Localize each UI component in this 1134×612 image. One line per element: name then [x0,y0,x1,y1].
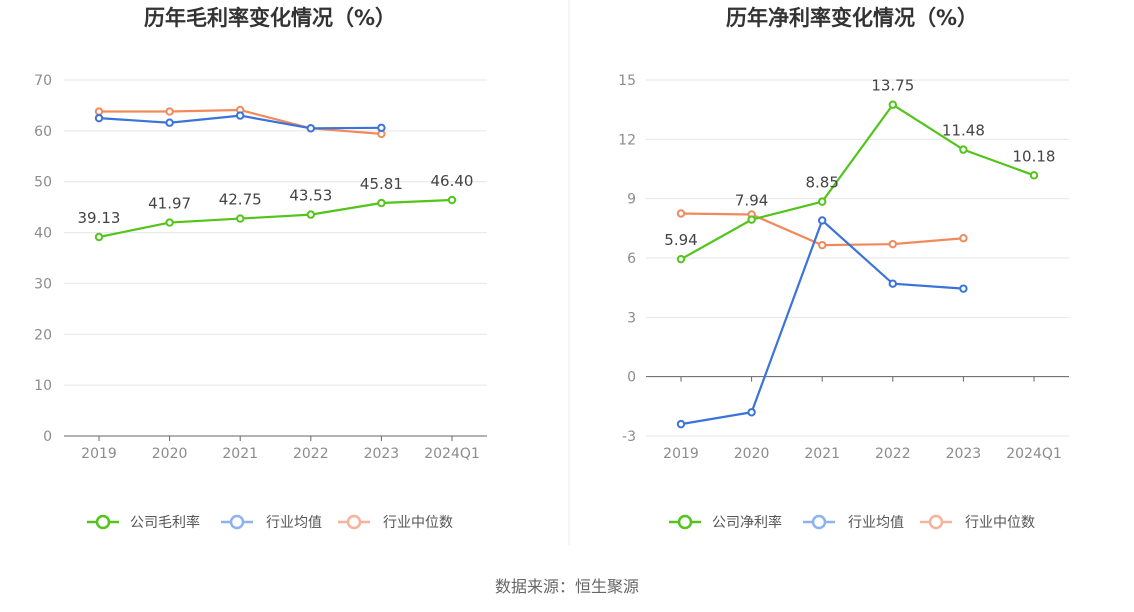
x-tick-label: 2020 [152,446,188,462]
data-label: 5.94 [664,231,697,249]
data-point-industry_avg [165,118,174,127]
data-point-company [818,197,827,206]
data-label: 7.94 [735,192,768,210]
legend-marker [346,514,362,530]
data-point-industry_median [165,107,174,116]
data-point-company [306,210,315,219]
data-label: 8.85 [805,174,838,192]
y-tick-label: 12 [618,132,636,148]
y-tick-label: 60 [34,124,52,140]
x-tick-label: 2023 [364,446,400,462]
data-point-industry_median [94,107,104,116]
data-label: 46.40 [431,172,474,190]
x-tick-label: 2024Q1 [1006,446,1062,462]
legend-marker [95,514,111,530]
x-tick-label: 2022 [293,446,329,462]
legend-marker [229,514,245,530]
data-point-industry_avg [747,408,756,417]
y-tick-label: 3 [627,310,636,326]
legend-item-industry_median[interactable]: 行业中位数 [920,514,1035,531]
legend-item-industry_median[interactable]: 行业中位数 [338,514,453,531]
legend-label: 公司毛利率 [130,514,200,531]
data-point-industry_avg [377,123,386,133]
legend-marker [677,514,693,530]
legend-marker [811,514,827,530]
y-tick-label: 0 [43,429,52,445]
legend-label: 行业均值 [848,515,904,531]
legend-item-company[interactable]: 公司净利率 [669,514,782,531]
data-point-industry_median [676,209,686,218]
legend-label: 行业中位数 [965,515,1035,531]
data-label: 41.97 [148,195,191,213]
chart-title: 历年毛利率变化情况（%） [144,6,396,30]
x-tick-label: 2021 [804,446,840,462]
series-line-company [98,198,453,239]
data-point-industry_avg [676,419,686,429]
y-tick-label: 40 [34,226,52,242]
x-tick-label: 2020 [734,446,770,462]
data-label: 39.13 [78,209,121,227]
source-note: 数据来源：恒生聚源 [495,577,639,596]
y-tick-label: 70 [34,73,52,89]
data-point-industry_median [888,239,897,249]
data-point-industry_avg [959,284,968,293]
x-tick-label: 2021 [222,446,258,462]
series-line-industry_avg [680,218,964,426]
data-point-industry_median [959,234,968,243]
series-line-company [680,103,1035,261]
y-tick-label: 50 [34,175,52,191]
x-tick-label: 2019 [663,446,699,462]
legend-item-company[interactable]: 公司毛利率 [87,514,200,531]
legend-label: 行业中位数 [383,515,453,531]
data-label: 10.18 [1013,147,1056,165]
y-tick-label: 6 [627,251,636,267]
y-tick-label: 20 [34,327,52,343]
data-point-company [236,214,245,223]
data-point-company [959,145,968,154]
net-margin-chart: 历年净利率变化情况（%） -3 0 3 6 9 12 15 2019 2020 2021 2022 2… [618,6,1069,531]
legend-marker [928,514,944,530]
legend-item-industry_avg[interactable]: 行业均值 [221,514,322,531]
data-point-company [1029,171,1039,180]
data-point-industry_avg [818,216,827,225]
data-point-company [94,232,104,242]
legend-label: 公司净利率 [712,514,782,531]
y-tick-label: 0 [627,370,636,386]
data-label: 43.53 [289,187,332,205]
data-point-industry_avg [94,113,104,123]
data-point-company [747,215,756,224]
data-point-industry_avg [888,279,897,288]
x-tick-label: 2024Q1 [424,446,480,462]
data-point-company [447,195,457,205]
x-tick-label: 2023 [946,446,982,462]
y-tick-label: 10 [34,378,52,394]
data-label: 42.75 [219,191,262,209]
x-tick-label: 2022 [875,446,911,462]
legend-label: 行业均值 [266,515,322,531]
y-tick-label: 9 [627,192,636,208]
data-label: 11.48 [942,122,985,140]
data-label: 13.75 [871,77,914,95]
data-point-company [676,254,686,264]
x-tick-label: 2019 [81,446,117,462]
data-point-industry_avg [236,111,245,120]
data-point-company [888,100,897,109]
gross-margin-chart: 历年毛利率变化情况（%） 0 10 20 30 40 50 60 70 2019 2020 2021… [34,6,487,531]
chart-title: 历年净利率变化情况（%） [726,6,978,30]
y-tick-label: 15 [618,73,636,89]
y-tick-label: 30 [34,276,52,292]
data-label: 45.81 [360,175,403,193]
y-tick-label: -3 [622,429,636,445]
data-point-industry_median [818,240,827,250]
data-point-company [377,198,386,208]
data-point-company [165,218,174,227]
legend-item-industry_avg[interactable]: 行业均值 [803,514,904,531]
data-point-industry_avg [306,124,315,133]
